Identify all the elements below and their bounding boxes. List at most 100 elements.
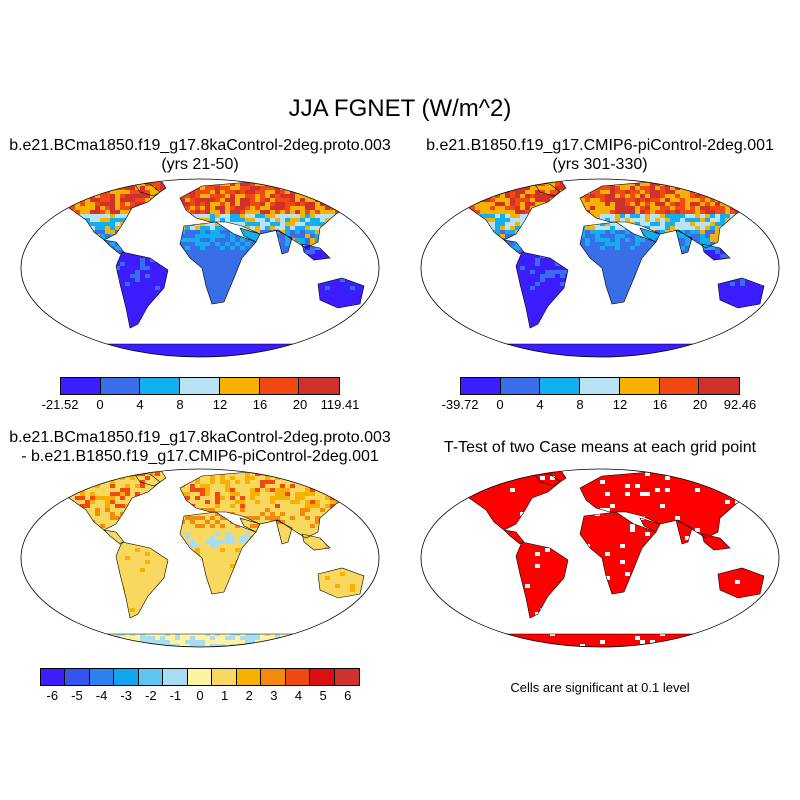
land-australia [318, 278, 364, 308]
grid-cell [420, 178, 425, 182]
grid-cell [185, 242, 190, 246]
grid-cell [280, 206, 285, 210]
grid-cell [60, 469, 65, 472]
grid-cell [200, 636, 205, 640]
grid-cell [745, 210, 750, 214]
grid-cell [450, 190, 455, 194]
grid-cell [255, 218, 260, 222]
grid-cell [325, 186, 330, 190]
grid-cell [280, 644, 285, 647]
grid-cell [700, 206, 705, 210]
grid-cell [215, 198, 220, 202]
grid-cell [375, 242, 380, 246]
grid-cell [205, 484, 210, 488]
grid-cell [655, 226, 660, 230]
grid-cell [540, 278, 545, 282]
grid-cell [355, 640, 360, 644]
grid-cell [215, 636, 220, 640]
grid-cell [730, 214, 735, 218]
grid-cell [65, 179, 70, 182]
grid-cell [345, 202, 350, 206]
grid-cell [550, 190, 555, 194]
grid-cell [265, 214, 270, 218]
grid-cell [315, 500, 320, 504]
grid-cell [110, 644, 115, 647]
grid-cell [195, 496, 200, 500]
grid-cell [215, 492, 220, 496]
grid-cell [615, 234, 620, 238]
grid-cell [480, 194, 485, 198]
grid-cell [665, 206, 670, 210]
grid-cell [135, 202, 140, 206]
coastline-seasia [301, 533, 331, 551]
grid-cell [610, 226, 615, 230]
grid-cell [735, 179, 740, 182]
grid-cell [675, 198, 680, 202]
grid-cell [635, 234, 640, 238]
grid-cell [50, 476, 55, 480]
grid-cell [430, 222, 435, 226]
grid-cell [85, 194, 90, 198]
grid-cell [600, 640, 605, 644]
grid-cell [460, 194, 465, 198]
grid-cell [100, 179, 105, 182]
grid-cell [365, 202, 370, 206]
grid-cell [685, 230, 690, 234]
grid-cell [30, 210, 35, 214]
grid-cell [705, 242, 710, 246]
grid-cell [475, 186, 480, 190]
grid-cell [755, 198, 760, 202]
grid-cell [375, 504, 380, 508]
grid-cell [250, 222, 255, 226]
grid-cell [180, 644, 185, 647]
grid-cell [560, 274, 565, 278]
grid-cell [625, 238, 630, 242]
grid-cell [450, 202, 455, 206]
grid-cell [495, 182, 500, 186]
grid-cell [45, 496, 50, 500]
grid-cell [80, 214, 85, 218]
grid-cell [255, 516, 260, 520]
grid-cell [615, 186, 620, 190]
grid-cell [235, 246, 240, 250]
grid-cell [330, 632, 335, 636]
coastline-seasia [701, 243, 731, 261]
grid-cell [310, 250, 315, 254]
grid-cell [300, 182, 305, 186]
grid-cell [610, 238, 615, 242]
grid-cell [495, 226, 500, 230]
grid-cell [340, 572, 345, 576]
grid-cell [245, 186, 250, 190]
grid-cell [210, 198, 215, 202]
grid-cell [650, 198, 655, 202]
grid-cell [20, 182, 25, 186]
grid-cell [370, 230, 375, 234]
grid-cell [205, 500, 210, 504]
grid-cell [660, 222, 665, 226]
grid-cell [545, 198, 550, 202]
grid-cell [550, 194, 555, 198]
grid-cell [655, 222, 660, 226]
grid-cell [295, 222, 300, 226]
grid-cell [640, 222, 645, 226]
grid-cell [675, 516, 680, 520]
colorbar-swatch [261, 669, 286, 685]
grid-cell [295, 210, 300, 214]
grid-cell [230, 190, 235, 194]
grid-cell [200, 524, 205, 528]
grid-cell [90, 226, 95, 230]
grid-cell [495, 194, 500, 198]
grid-cell [355, 214, 360, 218]
grid-cell [285, 210, 290, 214]
grid-cell [420, 206, 425, 210]
grid-cell [685, 182, 690, 186]
grid-cell [430, 198, 435, 202]
grid-cell [20, 480, 25, 484]
grid-cell [435, 190, 440, 194]
grid-cell [205, 492, 210, 496]
map-border [420, 468, 780, 648]
grid-cell [685, 226, 690, 230]
grid-cell [240, 504, 245, 508]
grid-cell [625, 210, 630, 214]
grid-cell [365, 226, 370, 230]
